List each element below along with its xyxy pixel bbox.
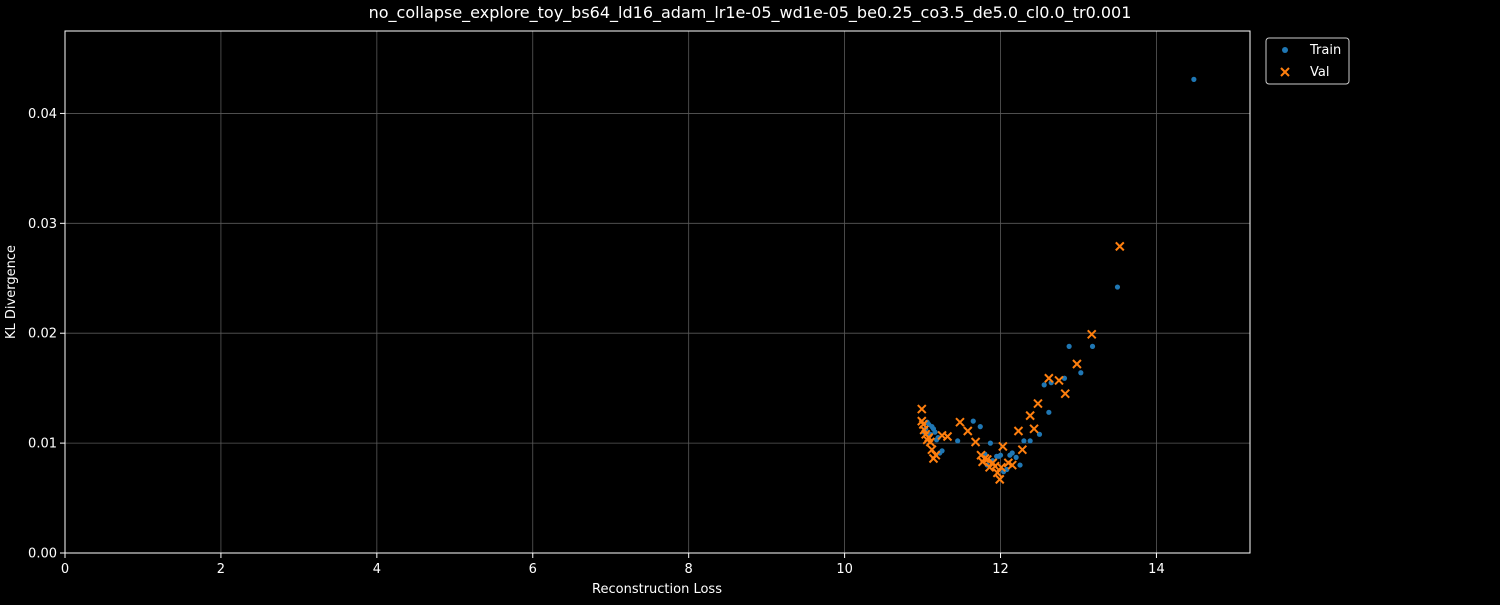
val-point — [1072, 359, 1082, 369]
val-point — [1054, 375, 1064, 386]
val-point — [977, 457, 988, 467]
train-point — [1046, 409, 1052, 415]
train-point — [1021, 438, 1027, 444]
y-tick-label: 0.02 — [28, 327, 57, 342]
val-point — [992, 468, 1003, 478]
val-point — [1115, 241, 1125, 252]
legend-train-marker — [1282, 47, 1288, 53]
val-point — [998, 441, 1008, 452]
axes-frame — [64, 30, 1251, 554]
val-point — [937, 430, 947, 441]
val-point — [917, 416, 927, 426]
val-point — [963, 426, 973, 436]
val-point — [927, 444, 937, 455]
x-axis-label: Reconstruction Loss — [592, 582, 722, 597]
train-point — [970, 418, 976, 424]
chart-title: no_collapse_explore_toy_bs64_ld16_adam_l… — [369, 3, 1132, 23]
val-point — [984, 462, 995, 472]
x-tick-label: 2 — [217, 562, 225, 577]
val-point — [928, 453, 939, 464]
val-point — [976, 450, 986, 460]
train-point — [1013, 454, 1019, 460]
val-point — [1017, 444, 1028, 455]
val-point — [995, 474, 1005, 485]
y-tick-label: 0.00 — [28, 547, 57, 562]
train-point — [987, 440, 993, 446]
train-point — [1089, 343, 1096, 349]
val-point — [1044, 373, 1054, 383]
x-tick-label: 8 — [685, 562, 693, 577]
data-points — [917, 76, 1197, 485]
train-point — [1078, 370, 1084, 376]
val-point — [1013, 426, 1024, 436]
val-point — [1003, 458, 1014, 468]
x-tick-label: 0 — [61, 562, 69, 577]
train-point — [1066, 343, 1072, 349]
x-tick-label: 4 — [373, 562, 381, 577]
train-point — [977, 424, 983, 430]
x-tick-label: 14 — [1148, 562, 1165, 577]
val-point — [1060, 388, 1070, 399]
train-point — [1007, 452, 1013, 458]
train-point — [1027, 438, 1033, 444]
train-point — [1191, 76, 1197, 82]
val-point — [1087, 329, 1097, 340]
x-tick-label: 6 — [529, 562, 537, 577]
y-tick-label: 0.01 — [28, 437, 57, 452]
train-point — [994, 453, 1000, 459]
train-point — [1114, 284, 1121, 290]
y-tick-label: 0.03 — [28, 217, 57, 232]
val-point — [1033, 398, 1043, 409]
y-tick-label: 0.04 — [28, 107, 57, 122]
train-point — [1017, 462, 1023, 468]
x-tick-label: 10 — [836, 562, 853, 577]
train-point — [1036, 431, 1043, 437]
val-point — [970, 437, 981, 447]
val-point — [1029, 424, 1039, 434]
train-point — [955, 438, 961, 444]
val-point — [917, 404, 927, 414]
y-axis-label: KL Divergence — [4, 245, 19, 339]
val-point — [955, 417, 965, 427]
x-tick-label: 12 — [992, 562, 1009, 577]
train-point — [1041, 382, 1047, 388]
legend-train-label: Train — [1309, 43, 1341, 58]
val-point — [1025, 410, 1035, 421]
axis-ticks: 0 2 4 6 8 10 12 14 0.00 0.01 0.02 0.03 0.04 — [28, 107, 1165, 577]
legend: Train Val — [1265, 37, 1350, 85]
legend-val-label: Val — [1310, 65, 1329, 80]
legend-val-marker — [1280, 67, 1290, 77]
